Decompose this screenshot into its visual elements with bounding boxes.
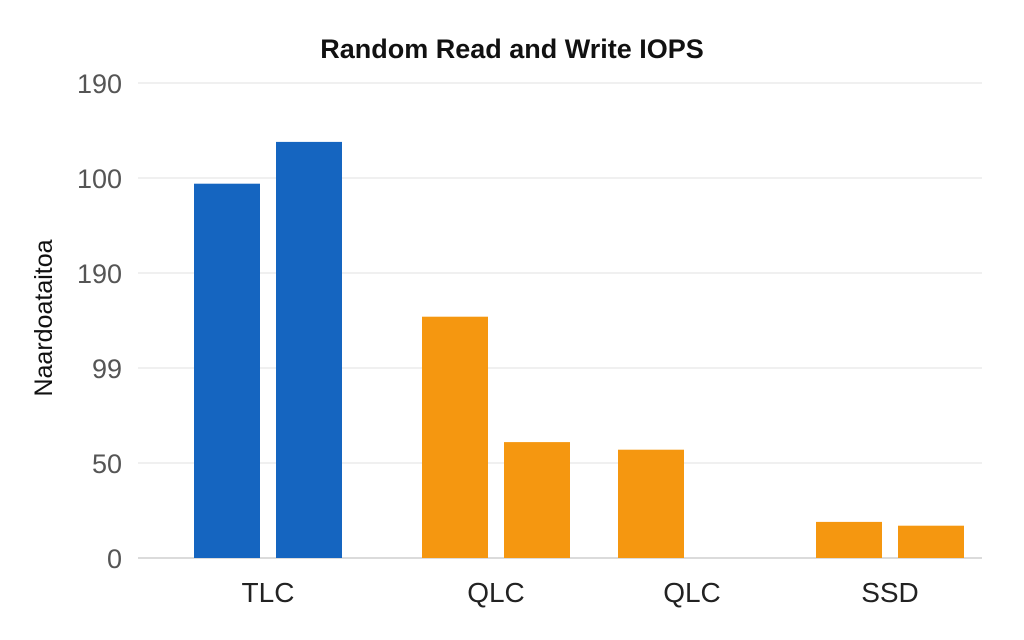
chart-title: Random Read and Write IOPS [320, 34, 704, 64]
x-tick-label: QLC [467, 577, 525, 608]
y-tick-label: 0 [107, 544, 122, 574]
bar-tlc-1 [276, 141, 342, 558]
bar-ssd-6 [898, 525, 964, 558]
x-axis-ticks: TLC QLC QLC SSD [242, 577, 919, 608]
y-tick-label: 190 [77, 69, 122, 99]
y-tick-label: 99 [92, 354, 122, 384]
x-tick-label: QLC [663, 577, 721, 608]
y-tick-label: 100 [77, 164, 122, 194]
x-tick-label: TLC [242, 577, 295, 608]
y-tick-label: 50 [92, 449, 122, 479]
bar-tlc-0 [194, 183, 260, 558]
x-tick-label: SSD [861, 577, 919, 608]
y-axis-ticks: 0 50 99 190 100 190 [77, 69, 122, 574]
bar-ssd-5 [816, 521, 882, 558]
y-axis-label: Naardoataitoa [30, 239, 58, 396]
y-tick-label: 190 [77, 259, 122, 289]
bars [194, 141, 964, 558]
bar-qlc-4 [618, 449, 684, 558]
bar-qlc-3 [504, 442, 570, 558]
bar-qlc-2 [422, 316, 488, 558]
